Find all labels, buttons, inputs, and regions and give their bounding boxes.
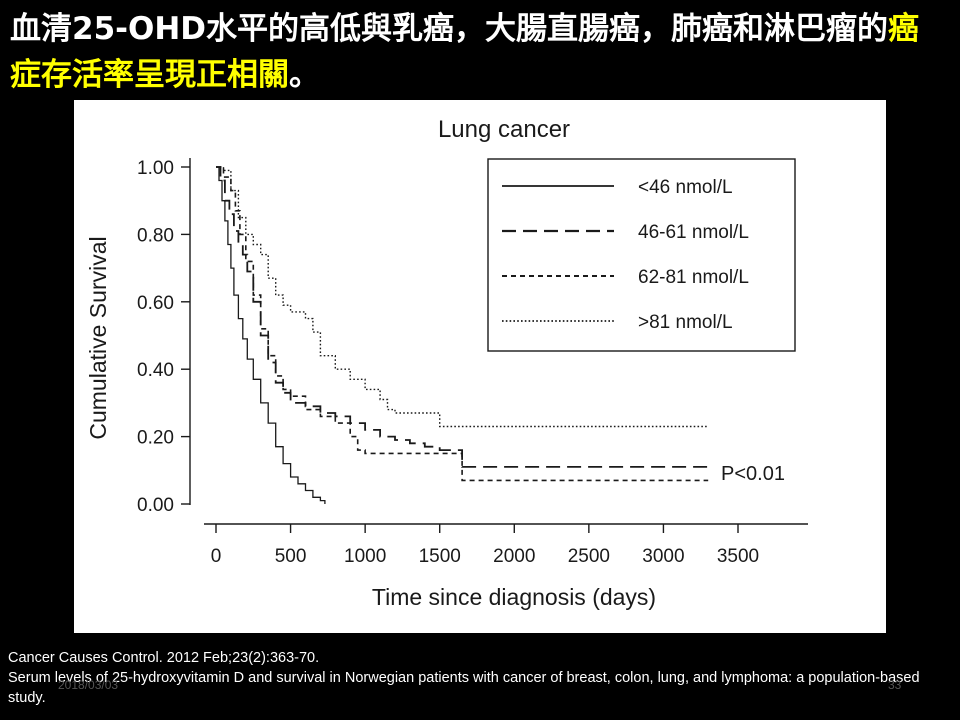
x-tick-label: 0: [211, 546, 222, 567]
citation-journal: Cancer Causes Control. 2012 Feb;23(2):36…: [8, 648, 956, 668]
x-tick-label: 1000: [344, 546, 386, 567]
title-end: 。: [289, 57, 320, 93]
legend-label-1: <46 nmol/L: [638, 177, 733, 198]
x-axis-label: Time since diagnosis (days): [372, 584, 656, 610]
x-tick-label: 3000: [642, 546, 684, 567]
y-tick-label: 0.80: [137, 225, 174, 246]
x-tick-label: 2000: [493, 546, 535, 567]
survival-chart: Lung cancer 0.00 0.20 0.40 0.60 0.80 1.00 0 500 1…: [74, 100, 886, 633]
y-tick-label: 0.60: [137, 293, 174, 314]
x-tick-label: 2500: [568, 546, 610, 567]
footer-page-number: 33: [888, 678, 901, 692]
legend-label-2: 46-61 nmol/L: [638, 222, 749, 243]
figure-panel: Lung cancer 0.00 0.20 0.40 0.60 0.80 1.00 0 500 1…: [74, 100, 886, 633]
legend-label-3: 62-81 nmol/L: [638, 267, 749, 288]
y-tick-label: 0.40: [137, 360, 174, 381]
y-tick-label: 0.00: [137, 495, 174, 516]
x-tick-label: 1500: [419, 546, 461, 567]
y-axis-label: Cumulative Survival: [85, 236, 111, 439]
legend-label-4: >81 nmol/L: [638, 312, 733, 333]
title-text: 血清25-OHD水平的高低與乳癌，大腸直腸癌，肺癌和淋巴瘤的: [10, 11, 888, 47]
x-tick-label: 500: [275, 546, 307, 567]
citation: Cancer Causes Control. 2012 Feb;23(2):36…: [8, 648, 956, 708]
y-tick-label: 1.00: [137, 158, 174, 179]
chart-title: Lung cancer: [438, 116, 570, 143]
y-tick-label: 0.20: [137, 428, 174, 449]
citation-article-title: Serum levels of 25-hydroxyvitamin D and …: [8, 668, 956, 708]
slide-title: 血清25-OHD水平的高低與乳癌，大腸直腸癌，肺癌和淋巴瘤的癌症存活率呈現正相關…: [10, 6, 950, 98]
footer-date: 2018/03/03: [58, 678, 118, 692]
series-line-1: [216, 167, 325, 504]
p-value-annotation: P<0.01: [721, 463, 785, 485]
x-tick-label: 3500: [717, 546, 759, 567]
